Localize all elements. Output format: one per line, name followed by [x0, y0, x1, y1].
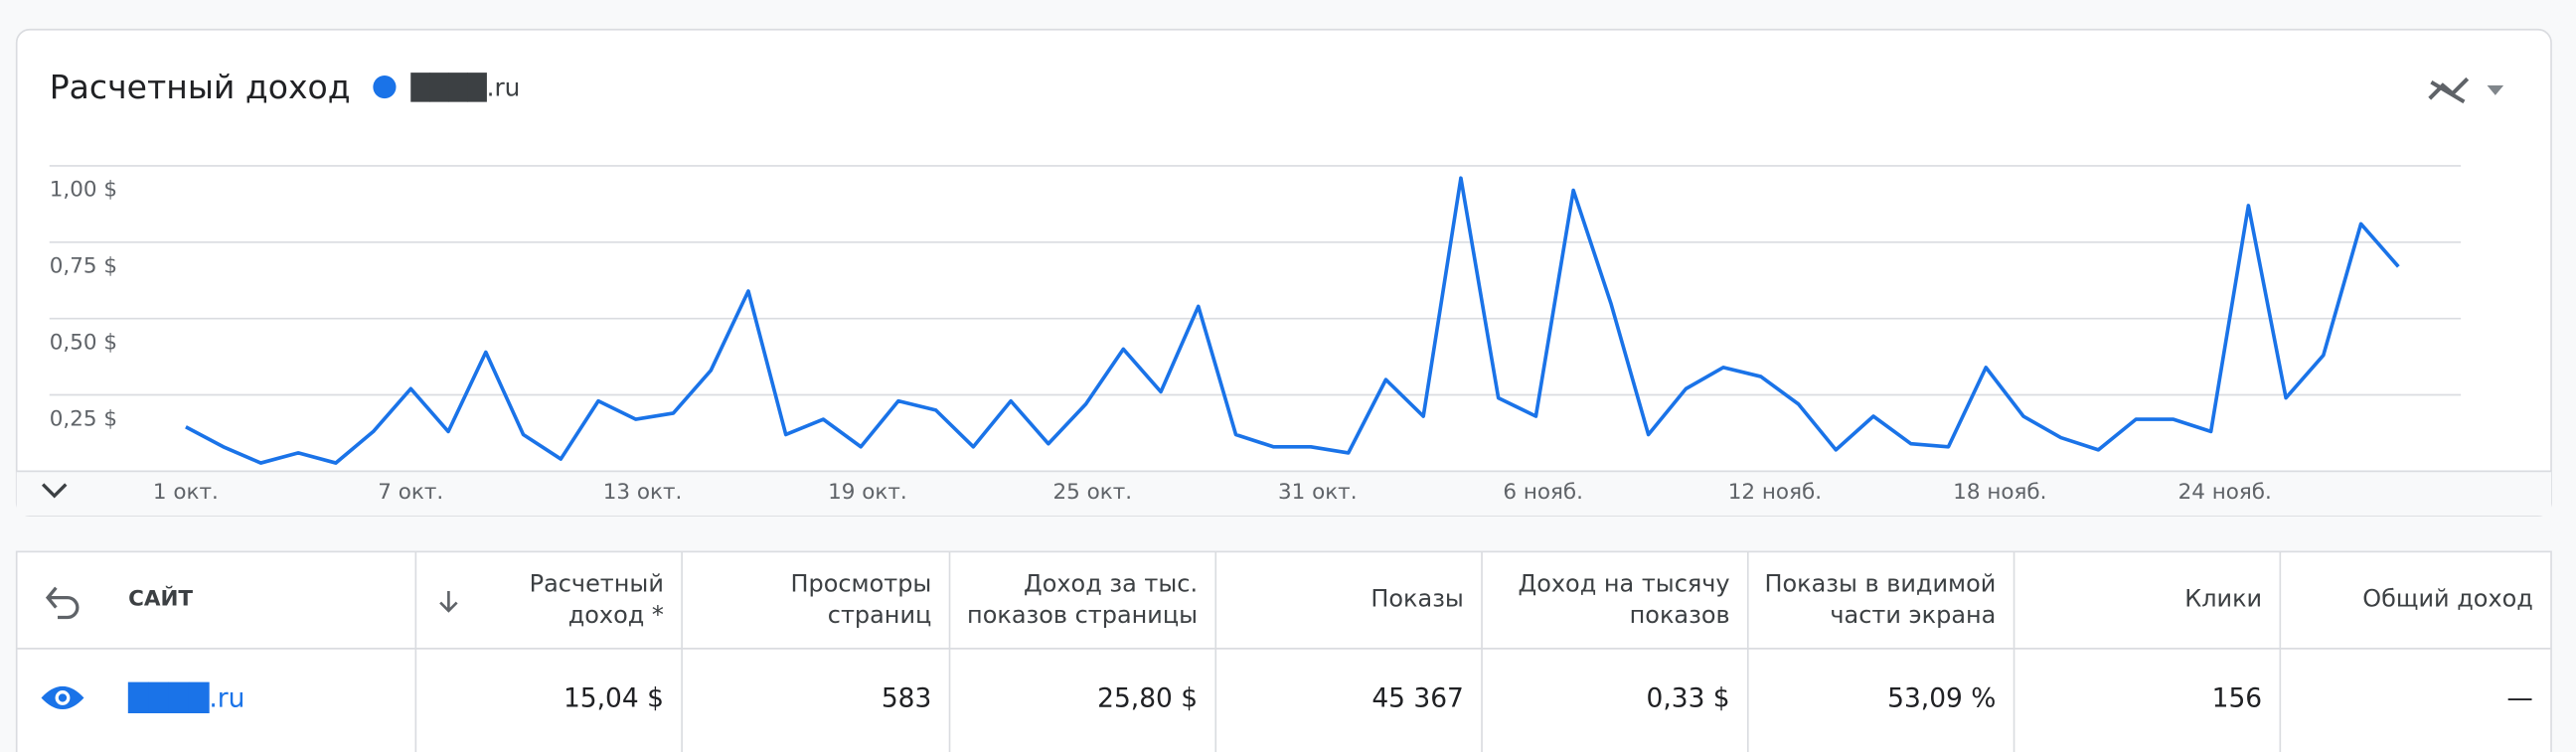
table-cell: 15,04 $ [564, 683, 664, 714]
column-header: Просмотры [790, 569, 931, 597]
column-header: Доход за тыс. [1024, 569, 1198, 597]
table-cell: 25,80 $ [1097, 683, 1198, 714]
column-header: Общий доход [2362, 584, 2533, 612]
x-tick-label: 12 нояб. [1728, 480, 1822, 505]
x-tick-label: 6 нояб. [1503, 480, 1583, 505]
site-name: ████.ru [127, 682, 244, 714]
visibility-icon[interactable] [41, 685, 84, 710]
column-header: доход * [568, 601, 664, 629]
sort-icon[interactable] [439, 591, 458, 613]
x-tick-label: 13 окт. [603, 480, 683, 505]
y-tick-label: 0,75 $ [50, 254, 117, 279]
chart-card [15, 28, 2552, 517]
column-header: САЙТ [128, 585, 193, 611]
y-tick-label: 0,50 $ [50, 330, 117, 355]
y-tick-label: 1,00 $ [50, 178, 117, 203]
legend-label: ████.ru [409, 72, 520, 102]
column-header: показов [1630, 601, 1730, 629]
chart-type-button[interactable] [2428, 76, 2470, 104]
column-header: части экрана [1830, 601, 1996, 629]
chart-title: Расчетный доход [50, 68, 351, 106]
table-cell: 53,09 % [1887, 683, 1996, 714]
x-tick-label: 19 окт. [828, 480, 907, 505]
legend-dot [373, 75, 397, 99]
line [185, 176, 2400, 465]
collapse-button[interactable] [41, 483, 68, 499]
x-tick-label: 31 окт. [1278, 480, 1358, 505]
column-header: Расчетный [530, 569, 664, 597]
column-header: Показы в видимой [1764, 569, 1996, 597]
x-tick-label: 1 окт. [153, 480, 219, 505]
column-header: страниц [828, 601, 932, 629]
x-tick-label: 25 окт. [1053, 480, 1133, 505]
column-header: Клики [2184, 584, 2262, 612]
x-tick-label: 24 нояб. [2178, 480, 2272, 505]
x-tick-label: 7 окт. [378, 480, 443, 505]
axis-band [16, 471, 2552, 516]
y-tick-label: 0,25 $ [50, 406, 117, 431]
table-cell: 0,33 $ [1647, 683, 1730, 714]
x-tick-label: 18 нояб. [1953, 480, 2046, 505]
column-header: Показы [1370, 584, 1463, 612]
dropdown-arrow[interactable] [2487, 84, 2504, 95]
column-header: Доход на тысячу [1519, 569, 1730, 597]
column-header: показов страницы [967, 601, 1198, 629]
table-cell: 583 [882, 683, 931, 714]
back-button[interactable] [45, 586, 80, 620]
table-cell: 45 367 [1371, 683, 1464, 714]
table-cell: — [2506, 683, 2532, 714]
table-cell: 156 [2212, 683, 2262, 714]
table [15, 550, 2552, 752]
